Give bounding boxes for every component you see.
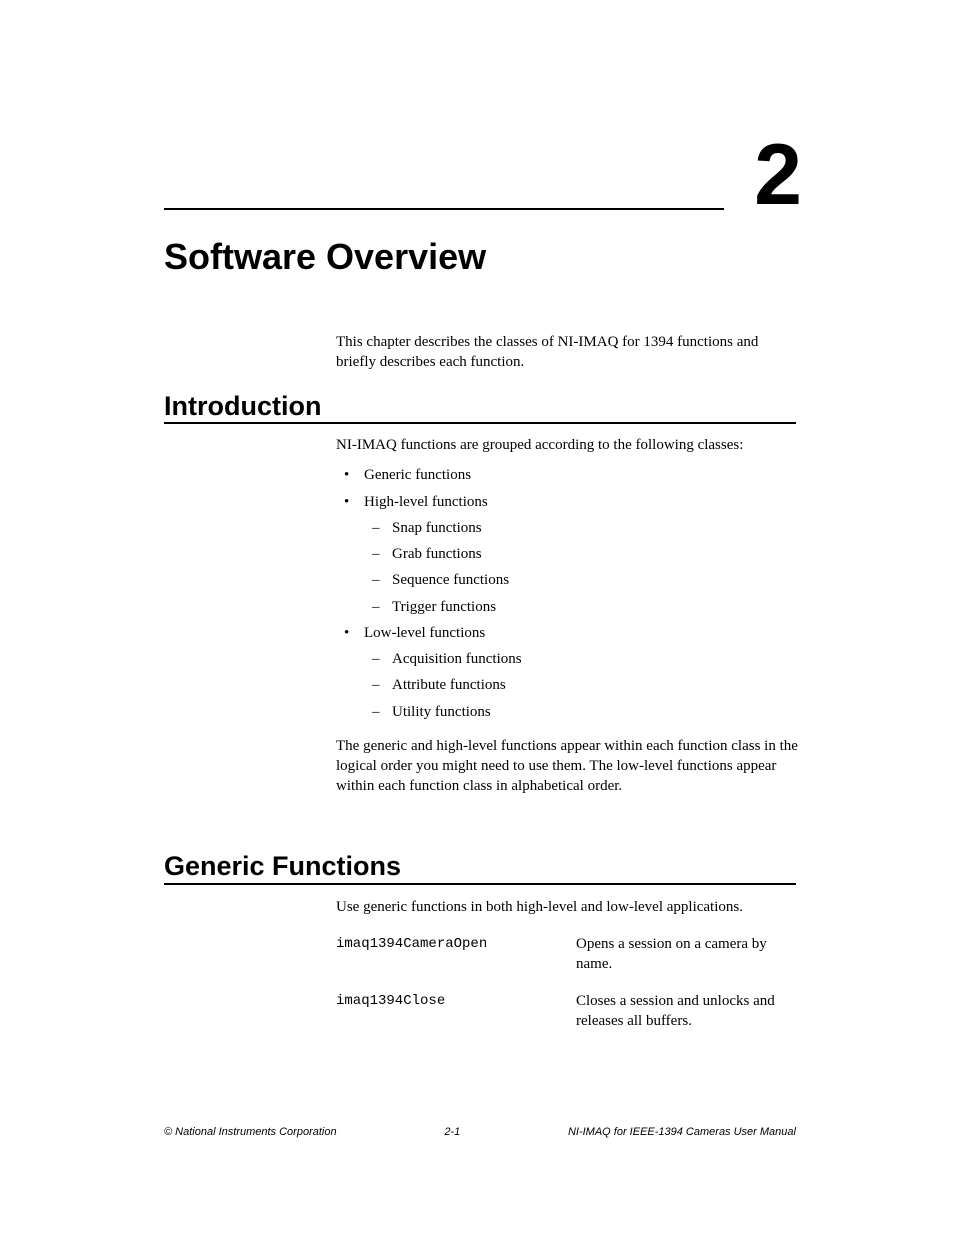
chapter-number: 2 [754,132,802,218]
function-row: imaq1394CameraOpen Opens a session on a … [336,935,806,974]
list-item: High-level functions Snap functions Grab… [336,492,806,617]
function-description: Opens a session on a camera by name. [576,935,806,974]
list-subitem: Trigger functions [364,597,806,617]
function-name: imaq1394CameraOpen [336,935,576,974]
list-item-label: Generic functions [364,467,471,483]
chapter-intro-paragraph: This chapter describes the classes of NI… [336,332,796,373]
list-subitem: Grab functions [364,544,806,564]
function-row: imaq1394Close Closes a session and unloc… [336,992,806,1031]
footer-manual-title: NI-IMAQ for IEEE-1394 Cameras User Manua… [568,1126,796,1138]
function-table: imaq1394CameraOpen Opens a session on a … [336,935,806,1031]
list-subitem: Acquisition functions [364,649,806,669]
section-heading-generic-functions: Generic Functions [164,851,401,882]
list-subitem: Attribute functions [364,675,806,695]
list-subitem: Sequence functions [364,570,806,590]
list-subitem: Utility functions [364,702,806,722]
section-rule [164,422,796,424]
list-item-label: High-level functions [364,494,488,510]
list-item-label: Low-level functions [364,625,485,641]
introduction-lead: NI-IMAQ functions are grouped according … [336,435,806,455]
introduction-closing-paragraph: The generic and high-level functions app… [336,736,806,797]
generic-lead: Use generic functions in both high-level… [336,897,806,917]
page-footer: © National Instruments Corporation 2-1 N… [164,1126,796,1138]
list-item: Generic functions [336,465,806,485]
chapter-rule [164,208,724,210]
footer-page-number: 2-1 [444,1126,460,1138]
function-description: Closes a session and unlocks and release… [576,992,806,1031]
section-heading-introduction: Introduction [164,391,321,422]
list-subitem: Snap functions [364,518,806,538]
footer-copyright: © National Instruments Corporation [164,1126,337,1138]
list-item: Low-level functions Acquisition function… [336,623,806,722]
introduction-body: NI-IMAQ functions are grouped according … [336,435,806,797]
section-rule [164,883,796,885]
chapter-title: Software Overview [164,236,486,278]
function-name: imaq1394Close [336,992,576,1031]
generic-functions-body: Use generic functions in both high-level… [336,897,806,1049]
